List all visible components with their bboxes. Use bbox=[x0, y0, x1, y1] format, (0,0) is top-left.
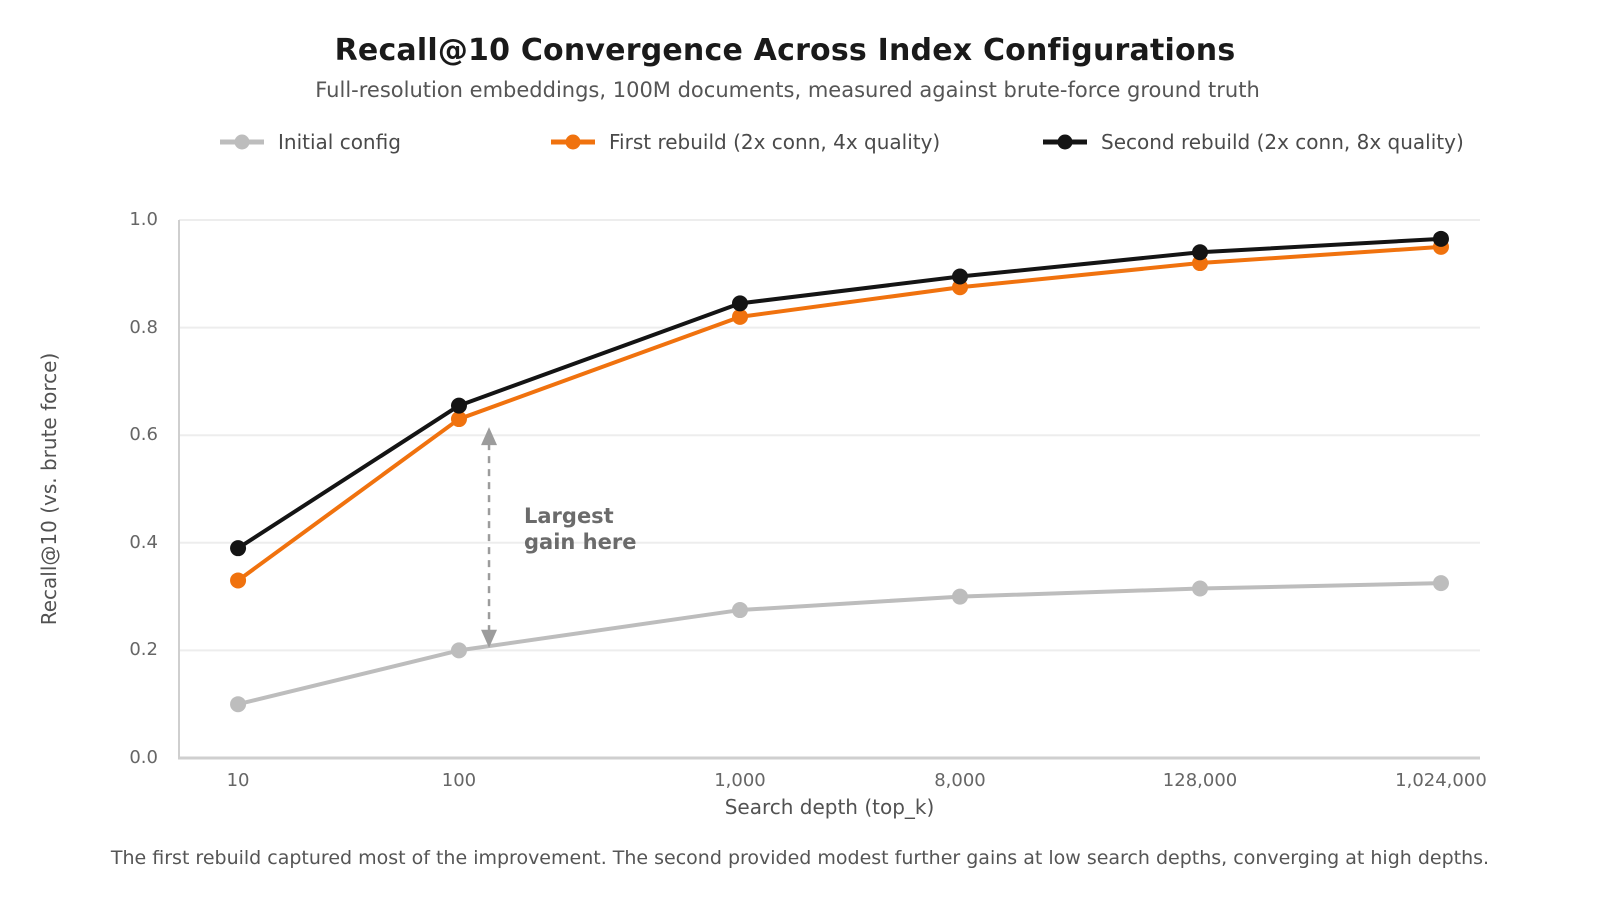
y-tick-label: 0.8 bbox=[129, 316, 158, 338]
footer-note: The first rebuild captured most of the i… bbox=[110, 847, 1490, 869]
y-tick-label: 0.6 bbox=[129, 424, 158, 446]
y-tick-label: 1.0 bbox=[129, 209, 158, 230]
legend-swatch-icon bbox=[220, 134, 264, 150]
series-marker-0 bbox=[450, 642, 467, 659]
series-marker-2 bbox=[1432, 230, 1449, 247]
legend-label-second-rebuild: Second rebuild (2x conn, 8x quality) bbox=[1101, 130, 1464, 154]
series-marker-2 bbox=[230, 540, 247, 557]
series-marker-2 bbox=[951, 268, 968, 285]
series-marker-1 bbox=[450, 411, 467, 428]
series-line-2 bbox=[236, 236, 1443, 551]
chart-subtitle: Full-resolution embeddings, 100M documen… bbox=[315, 78, 1260, 102]
series-line-1 bbox=[236, 244, 1443, 583]
legend-swatch-icon bbox=[1043, 134, 1087, 150]
x-tick-label: 8,000 bbox=[934, 770, 986, 791]
annotation-line-2: gain here bbox=[524, 530, 637, 554]
chart-title: Recall@10 Convergence Across Index Confi… bbox=[334, 33, 1236, 68]
plot-area bbox=[178, 219, 1480, 760]
series-line-0 bbox=[236, 581, 1443, 707]
y-tick-label: 0.4 bbox=[129, 531, 158, 553]
legend-swatch-icon bbox=[551, 134, 595, 150]
series-marker-0 bbox=[230, 696, 247, 713]
series-marker-0 bbox=[1432, 575, 1449, 592]
series-marker-1 bbox=[230, 572, 247, 589]
gain-arrow-head-down bbox=[481, 629, 498, 648]
series-marker-2 bbox=[450, 397, 467, 414]
x-axis-label: Search depth (top_k) bbox=[724, 795, 935, 819]
series-marker-1 bbox=[731, 308, 748, 325]
x-tick-label: 1,000 bbox=[714, 770, 766, 791]
legend-label-first-rebuild: First rebuild (2x conn, 4x quality) bbox=[609, 130, 941, 154]
series-marker-0 bbox=[951, 588, 968, 605]
x-tick-label: 1,024,000 bbox=[1395, 770, 1487, 791]
legend-item-initial-config: Initial config bbox=[219, 128, 401, 156]
legend-item-second-rebuild: Second rebuild (2x conn, 8x quality) bbox=[1042, 128, 1464, 156]
series-marker-2 bbox=[1192, 244, 1209, 261]
x-tick-label: 10 bbox=[226, 770, 250, 791]
annotation-largest-gain: Largest gain here bbox=[524, 503, 636, 555]
x-tick-label: 128,000 bbox=[1162, 770, 1238, 791]
annotation-line-1: Largest bbox=[524, 504, 614, 528]
legend-label-initial-config: Initial config bbox=[278, 130, 401, 154]
series-marker-0 bbox=[1192, 580, 1209, 597]
series-marker-2 bbox=[731, 295, 748, 312]
x-tick-label: 100 bbox=[441, 770, 477, 791]
legend-item-first-rebuild: First rebuild (2x conn, 4x quality) bbox=[550, 128, 940, 156]
y-tick-label: 0.2 bbox=[129, 639, 158, 661]
y-axis-label: Recall@10 (vs. brute force) bbox=[37, 352, 61, 626]
series-marker-0 bbox=[731, 602, 748, 619]
y-tick-label: 0.0 bbox=[129, 747, 158, 768]
gain-arrow-head-up bbox=[481, 427, 498, 446]
